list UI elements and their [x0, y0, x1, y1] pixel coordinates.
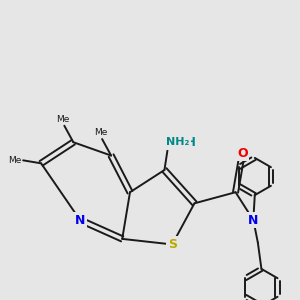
Text: S: S [168, 238, 177, 251]
Text: N: N [248, 214, 259, 226]
Text: NH: NH [165, 136, 185, 149]
Text: Me: Me [8, 156, 21, 165]
Text: NH₂: NH₂ [166, 137, 190, 147]
Text: H: H [186, 136, 196, 149]
Text: Me: Me [56, 115, 70, 124]
Text: N: N [75, 214, 85, 226]
Text: O: O [237, 147, 247, 160]
Text: Me: Me [94, 128, 107, 137]
